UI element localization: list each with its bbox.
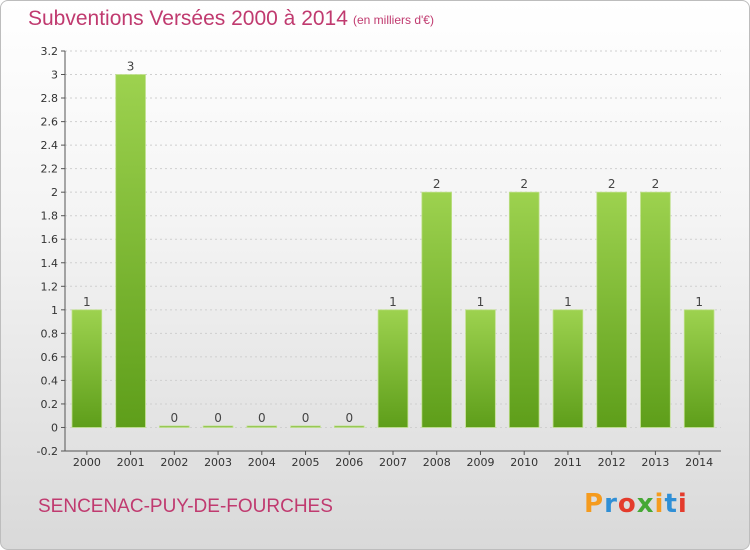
chart-title: Subventions Versées 2000 à 2014 bbox=[28, 7, 348, 30]
y-tick-label: 3 bbox=[51, 69, 58, 82]
bar-2009 bbox=[465, 309, 496, 428]
y-tick-label: -0.2 bbox=[37, 445, 58, 458]
data-label-2010: 2 bbox=[520, 177, 528, 191]
y-tick-label: 1.8 bbox=[41, 210, 59, 223]
x-tick-label: 2005 bbox=[292, 456, 320, 469]
data-label-2005: 0 bbox=[302, 411, 310, 425]
y-tick-label: 1.2 bbox=[41, 280, 59, 293]
y-tick-label: 2.4 bbox=[41, 139, 59, 152]
bar-2002 bbox=[159, 425, 190, 428]
logo-letter: P bbox=[584, 489, 605, 519]
x-tick-label: 2009 bbox=[466, 456, 494, 469]
bar-chart: -0.2 0 0.2 0.4 0.6 0.8 1 1.2 1.4 1.6 1.8 2 2.2 2.4 2.6… bbox=[37, 45, 721, 469]
data-label-2011: 1 bbox=[564, 295, 572, 309]
x-tick-label: 2002 bbox=[160, 456, 188, 469]
logo-letter: r bbox=[604, 489, 618, 519]
data-label-2000: 1 bbox=[83, 295, 91, 309]
y-tick-label: 0.6 bbox=[41, 351, 59, 364]
bar-2008 bbox=[421, 191, 453, 428]
bar-2010 bbox=[508, 191, 540, 428]
y-tick-label: 2.2 bbox=[41, 163, 59, 176]
x-tick-label: 2013 bbox=[641, 456, 669, 469]
logo-letter: i bbox=[654, 489, 665, 519]
y-tick-label: 3.2 bbox=[41, 45, 59, 58]
x-tick-label: 2001 bbox=[117, 456, 145, 469]
bar-2003 bbox=[202, 425, 234, 428]
y-tick-label: 0 bbox=[51, 421, 58, 434]
bar-2000 bbox=[71, 309, 103, 428]
x-tick-label: 2006 bbox=[335, 456, 363, 469]
data-label-2012: 2 bbox=[608, 177, 616, 191]
bar-2004 bbox=[246, 425, 278, 428]
x-tick-label: 2014 bbox=[685, 456, 713, 469]
y-tick-label: 2 bbox=[51, 186, 58, 199]
bar-2011 bbox=[552, 309, 584, 428]
bars bbox=[71, 74, 715, 428]
logo-letter: o bbox=[617, 489, 637, 519]
data-label-2007: 1 bbox=[389, 295, 397, 309]
y-axis-ticks: -0.2 0 0.2 0.4 0.6 0.8 1 1.2 1.4 1.6 1.8 2 2.2 2.4 2.6… bbox=[37, 45, 58, 458]
y-tick-label: 1 bbox=[51, 304, 58, 317]
y-tick-label: 2.6 bbox=[41, 116, 59, 129]
x-tick-label: 2004 bbox=[248, 456, 276, 469]
data-label-2004: 0 bbox=[258, 411, 266, 425]
bar-2007 bbox=[377, 309, 409, 428]
data-labels: 1 3 0 0 0 0 0 1 2 1 2 1 2 2 1 bbox=[83, 60, 703, 425]
data-label-2009: 1 bbox=[477, 295, 485, 309]
chart-subtitle: (en milliers d'€) bbox=[353, 13, 434, 27]
x-tick-label: 2003 bbox=[204, 456, 232, 469]
data-label-2003: 0 bbox=[214, 411, 222, 425]
x-tick-label: 2008 bbox=[423, 456, 451, 469]
data-label-2008: 2 bbox=[433, 177, 441, 191]
proxiti-logo[interactable]: Proxiti bbox=[584, 489, 688, 519]
bar-2013 bbox=[640, 191, 671, 428]
bar-2012 bbox=[596, 191, 627, 428]
data-label-2002: 0 bbox=[171, 411, 179, 425]
y-tick-label: 0.8 bbox=[41, 327, 59, 340]
y-tick-label: 1.4 bbox=[41, 257, 59, 270]
x-tick-label: 2007 bbox=[379, 456, 407, 469]
x-tick-label: 2010 bbox=[510, 456, 538, 469]
y-tick-label: 0.2 bbox=[41, 398, 59, 411]
axes bbox=[61, 50, 721, 455]
logo-letter: x bbox=[636, 489, 655, 519]
commune-name: SENCENAC-PUY-DE-FOURCHES bbox=[38, 496, 333, 517]
data-label-2001: 3 bbox=[127, 60, 135, 74]
data-label-2006: 0 bbox=[345, 411, 353, 425]
bar-2001 bbox=[115, 74, 146, 428]
x-axis-ticks: 2000 2001 2002 2003 2004 2005 2006 2007 2008 2009… bbox=[73, 456, 713, 469]
x-tick-label: 2011 bbox=[554, 456, 582, 469]
y-tick-label: 1.6 bbox=[41, 233, 59, 246]
y-tick-label: 0.4 bbox=[41, 374, 59, 387]
x-tick-label: 2000 bbox=[73, 456, 101, 469]
logo-letter: i bbox=[677, 489, 688, 519]
bar-2005 bbox=[290, 425, 321, 428]
bar-2014 bbox=[683, 309, 715, 428]
x-tick-label: 2012 bbox=[598, 456, 626, 469]
y-tick-label: 2.8 bbox=[41, 92, 59, 105]
logo-letter: t bbox=[664, 489, 678, 519]
data-label-2013: 2 bbox=[652, 177, 660, 191]
data-label-2014: 1 bbox=[695, 295, 703, 309]
bar-2006 bbox=[333, 425, 365, 428]
